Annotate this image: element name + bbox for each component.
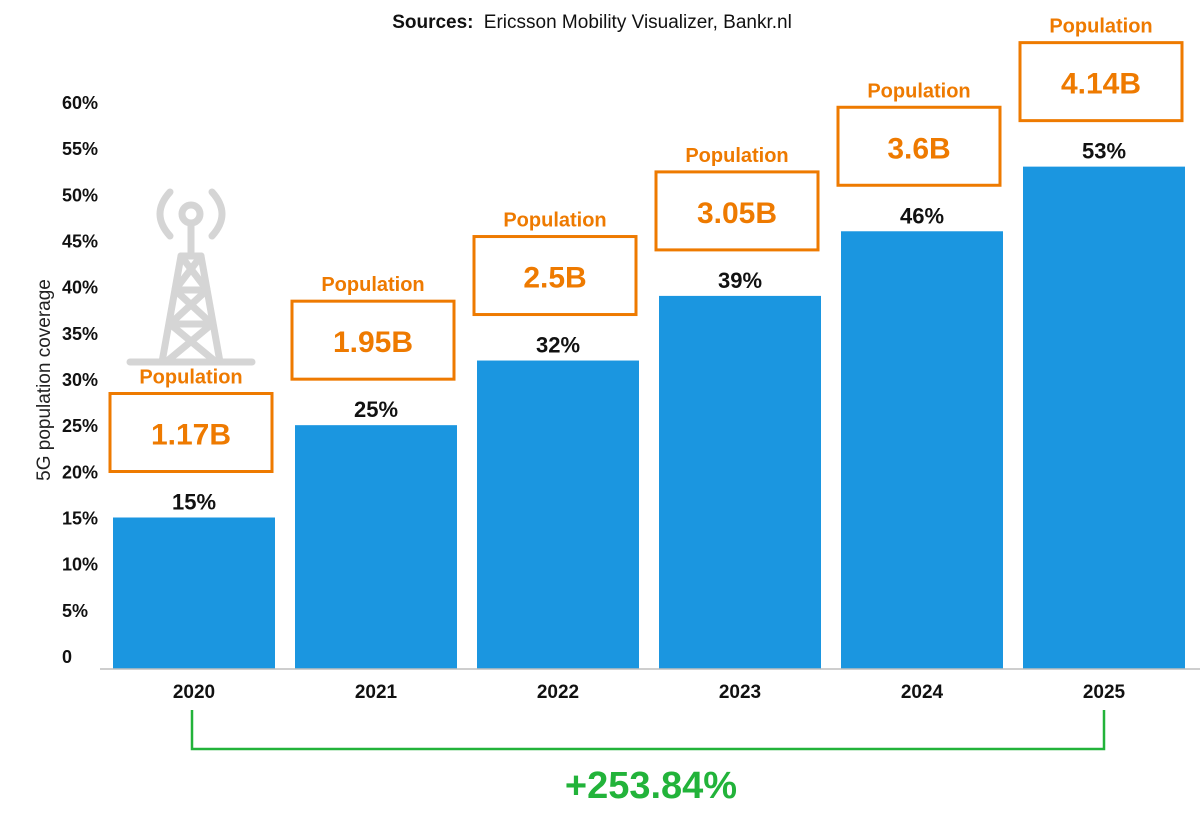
population-box [654,170,820,252]
x-tick-label: 2022 [537,682,579,703]
value-label: 39% [718,268,762,293]
y-tick-label: 20% [62,462,98,482]
chart-source: Sources: Ericsson Mobility Visualizer, B… [392,12,792,33]
population-value: 2.5B [523,262,586,295]
x-axis-ticks: 2020 2021 2022 2023 2024 2025 [173,682,1126,703]
x-tick-label: 2020 [173,682,215,703]
population-heading: Population [139,367,242,389]
y-tick-label: 0 [62,647,72,667]
population-heading: Population [321,274,424,296]
x-tick-label: 2024 [901,682,944,703]
y-tick-label: 50% [62,185,98,205]
population-box [290,299,456,381]
y-tick-label: 30% [62,370,98,390]
bars [113,166,1185,669]
y-tick-label: 55% [62,139,98,159]
bar-2021 [295,425,457,669]
y-tick-label: 40% [62,278,98,298]
population-value: 3.6B [887,132,950,165]
bar-2023 [659,295,821,669]
x-tick-label: 2023 [719,682,761,703]
y-tick-label: 15% [62,509,98,529]
population-box [1018,41,1184,123]
chart-source-text: Ericsson Mobility Visualizer, Bankr.nl [484,12,792,33]
bar-2024 [841,231,1003,669]
y-tick-label: 10% [62,555,98,575]
value-label: 15% [172,490,216,515]
population-value: 3.05B [697,197,777,230]
x-tick-label: 2025 [1083,682,1126,703]
population-value: 1.17B [151,419,231,452]
y-tick-label: 25% [62,416,98,436]
x-tick-label: 2021 [355,682,398,703]
population-value: 1.95B [333,326,413,359]
value-label: 53% [1082,139,1126,164]
population-box [836,105,1002,187]
y-tick-label: 45% [62,232,98,252]
y-axis-label: 5G population coverage [34,279,55,481]
value-label: 25% [354,397,398,422]
population-box [472,235,638,317]
bar-2025 [1023,166,1185,669]
value-label: 46% [900,203,944,228]
growth-label: +253.84% [565,765,737,807]
population-value: 4.14B [1061,68,1141,101]
value-labels: 15% 25% 32% 39% 46% 53% [172,139,1126,515]
bar-2022 [477,360,639,669]
bar-2020 [113,517,275,669]
growth-bracket [190,710,1106,751]
chart-source-prefix: Sources: [392,12,473,33]
population-heading: Population [1049,16,1152,38]
value-label: 32% [536,333,580,358]
y-tick-label: 60% [62,93,98,113]
population-heading: Population [685,145,788,167]
y-tick-label: 35% [62,324,98,344]
cell-tower-icon [126,188,256,366]
population-labels: Population 1.17B Population 1.95B Population… [108,16,1184,473]
population-heading: Population [503,210,606,232]
y-tick-label: 5% [62,601,88,621]
population-heading: Population [867,80,970,102]
y-axis-ticks: 0 5% 10% 15% 20% 25% 30% 35% 40% 45% 50% 55% 60% [62,93,98,667]
population-box [108,392,274,473]
